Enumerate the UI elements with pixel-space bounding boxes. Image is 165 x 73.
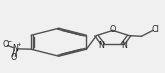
Text: O: O (11, 53, 17, 62)
Text: +: + (16, 42, 20, 47)
Text: Cl: Cl (151, 25, 159, 34)
Text: O: O (110, 25, 116, 34)
Text: N: N (13, 44, 18, 53)
Text: −: − (7, 38, 12, 44)
Text: N: N (121, 41, 127, 50)
Text: O: O (3, 40, 9, 49)
Text: N: N (99, 41, 104, 50)
